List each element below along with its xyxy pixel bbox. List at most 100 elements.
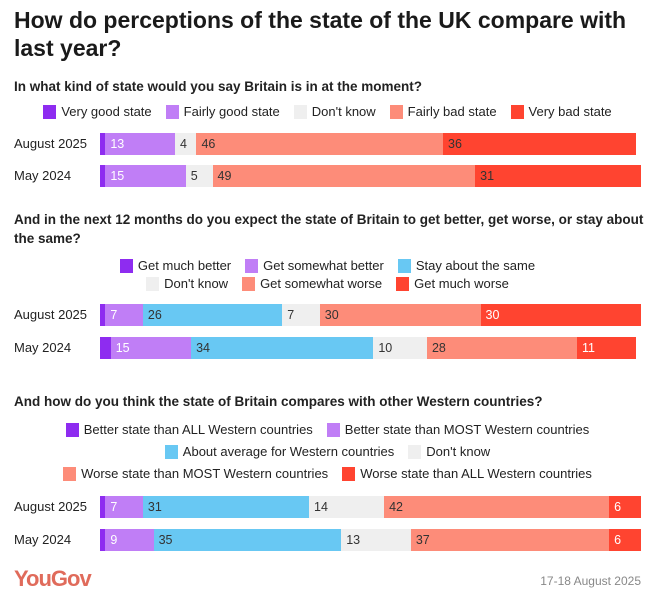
legend-item: Don't know [146,276,228,291]
legend-swatch [65,422,79,437]
legend: About average for Western countries Don't… [0,444,655,459]
legend-label: Fairly bad state [407,104,497,119]
bar-segment [100,165,106,187]
bar-segment: 26 [142,304,283,326]
bar-segment [100,496,106,518]
bar-segment: 42 [384,496,610,518]
bar-segment: 49 [212,165,476,187]
bar-segment: 31 [475,165,642,187]
legend-label: Fairly good state [183,104,280,119]
bar-row: August 2025 7 31 14 42 6 [14,496,644,518]
legend-item: Get somewhat better [245,258,384,273]
legend-item: Stay about the same [397,258,536,273]
bar-segment: 10 [373,337,427,359]
bar-row: May 2024 15 5 49 31 [14,165,644,187]
stacked-bar: 15 5 49 31 [100,165,642,187]
legend-label: Don't know [164,276,229,291]
legend-item: Better state than MOST Western countries [326,422,589,437]
bar-segment [100,304,106,326]
row-label: August 2025 [14,499,88,514]
stacked-bar: 7 26 7 30 30 [100,304,642,326]
legend-item: Don't know [408,444,490,459]
legend-label: Get much worse [414,276,509,291]
bar-segment: 7 [105,304,143,326]
legend-swatch [164,444,178,459]
bar-segment: 7 [282,304,320,326]
legend-swatch [408,444,422,459]
legend-item: Get much better [119,258,232,273]
legend-item: Very good state [43,104,152,119]
bar-row: August 2025 13 4 46 36 [14,133,644,155]
question-title: In what kind of state would you say Brit… [14,79,423,94]
legend-item: Get much worse [396,276,509,291]
legend-label: About average for Western countries [182,444,395,459]
legend-item: Fairly good state [165,104,280,119]
bar-segment: 14 [309,496,385,518]
legend-label: Worse state than MOST Western countries [81,466,329,481]
legend-swatch [396,276,410,291]
legend-swatch [510,104,524,119]
legend-label: Get somewhat worse [260,276,383,291]
legend-label: Get much better [137,258,232,273]
yougov-logo: YouGov [14,566,92,591]
stacked-bar: 9 35 13 37 6 [100,529,642,551]
legend-label: Don't know [311,104,376,119]
legend-label: Stay about the same [415,258,536,273]
row-label: May 2024 [14,532,72,547]
legend-item: Better state than ALL Western countries [65,422,313,437]
legend-swatch [397,258,411,273]
legend: Get much better Get somewhat better Stay a… [0,258,655,273]
bar-segment: 13 [341,529,411,551]
legend-swatch [245,258,259,273]
bar-segment: 46 [196,133,444,155]
legend: Better state than ALL Western countries B… [0,422,655,437]
legend-item: Get somewhat worse [242,276,382,291]
legend-item: Very bad state [510,104,612,119]
row-label: August 2025 [14,307,88,322]
bar-segment: 30 [319,304,481,326]
question-title: And how do you think the state of Britai… [14,394,543,409]
legend-swatch [43,104,57,119]
legend-swatch [389,104,403,119]
legend-swatch [242,276,256,291]
bar-segment: 15 [105,165,186,187]
bar-segment: 15 [110,337,192,359]
legend-label: Better state than ALL Western countries [83,422,313,437]
row-label: May 2024 [14,168,72,183]
bar-row: May 2024 9 35 13 37 6 [14,529,644,551]
bar-segment: 13 [105,133,176,155]
bar-segment: 36 [443,133,636,155]
bar-segment: 7 [105,496,143,518]
bar-row: August 2025 7 26 7 30 30 [14,304,644,326]
bar-segment: 37 [410,529,610,551]
bar-segment: 11 [577,337,636,359]
stacked-bar: 15 34 10 28 11 [100,337,636,359]
legend-label: Very good state [61,104,152,119]
bar-segment [100,337,111,359]
legend-label: Don't know [426,444,491,459]
legend: Very good state Fairly good state Don't kn… [0,104,655,119]
bar-segment: 5 [185,165,213,187]
bar-segment: 9 [105,529,154,551]
bar-segment: 34 [191,337,374,359]
bar-segment: 30 [480,304,642,326]
legend-swatch [293,104,307,119]
bar-segment: 31 [142,496,310,518]
legend: Don't know Get somewhat worse Get much wor… [0,276,655,291]
bar-segment: 28 [426,337,578,359]
legend-swatch [63,466,77,481]
bar-segment: 4 [175,133,197,155]
bar-segment [100,529,106,551]
legend-swatch [119,258,133,273]
bar-row: May 2024 15 34 10 28 11 [14,337,644,359]
row-label: May 2024 [14,340,72,355]
legend-item: About average for Western countries [164,444,395,459]
legend-item: Don't know [293,104,376,119]
legend-label: Very bad state [528,104,612,119]
legend-label: Get somewhat better [263,258,384,273]
legend-swatch [146,276,160,291]
legend-swatch [342,466,356,481]
bar-segment: 35 [153,529,342,551]
bar-segment: 6 [609,529,642,551]
legend-item: Worse state than ALL Western countries [342,466,592,481]
